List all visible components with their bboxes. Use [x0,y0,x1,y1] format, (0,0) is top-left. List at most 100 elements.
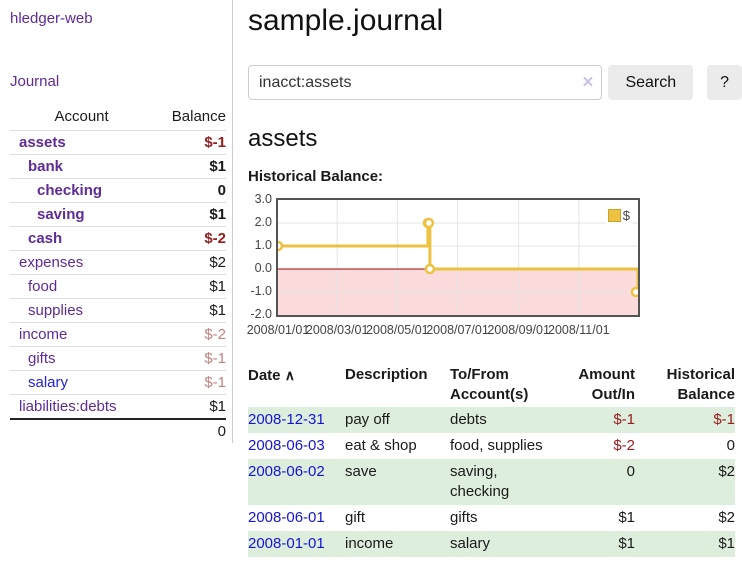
y-axis-tick-label: -2.0 [250,307,272,321]
transaction-balance: $1 [635,531,735,557]
transaction-date-link[interactable]: 2008-01-01 [248,535,325,552]
account-balance: $-2 [153,226,226,251]
historical-balance-chart: 3.0 2.0 1.0 0.0 -1.0 -2.0 $ 2008/01/01 2008/03… [247,192,742,342]
account-balance: $1 [153,202,226,227]
account-row: food $1 [10,274,226,299]
y-axis-tick-label: 2.0 [254,215,272,229]
account-link[interactable]: liabilities:debts [19,398,117,415]
transaction-description: eat & shop [345,437,417,454]
transaction-accounts: salary [450,531,550,557]
accounts-total-value: 0 [153,418,226,443]
account-row: supplies $1 [10,298,226,323]
account-balance: $-2 [153,322,226,347]
account-link[interactable]: supplies [28,302,84,319]
accounts-table-body: assets $-1 bank $1 checking 0 saving $1 cash $-2 e… [10,130,226,420]
account-row: salary $-1 [10,370,226,395]
y-axis-tick-label: 3.0 [254,192,272,206]
account-balance: $2 [153,250,226,275]
account-balance: $1 [153,394,226,420]
account-balance: 0 [153,178,226,203]
page-title: sample.journal [248,4,444,37]
transaction-date-link[interactable]: 2008-12-31 [248,411,325,428]
legend-swatch-icon [607,209,621,222]
search-box: × [248,65,603,100]
account-link[interactable]: checking [37,182,103,199]
x-axis-tick-label: 2008/03/01 [305,323,369,337]
account-link[interactable]: assets [19,134,66,151]
account-link[interactable]: bank [28,158,64,175]
account-row: assets $-1 [10,130,226,155]
register-row[interactable]: 2008-06-02 save saving, checking 0 $2 [248,459,735,505]
register-row[interactable]: 2008-01-01 income salary $1 $1 [248,531,735,557]
search-input[interactable] [248,65,603,100]
sidebar-item-journal[interactable]: Journal [10,73,60,90]
transaction-balance: $2 [635,459,735,505]
account-row: income $-2 [10,322,226,347]
search-button[interactable]: Search [608,65,694,100]
sidebar: hledger-web Journal Account Balance asse… [0,0,233,443]
account-row: checking 0 [10,178,226,203]
accounts-table: Account Balance assets $-1 bank $1 checking 0… [10,106,226,443]
account-row: gifts $-1 [10,346,226,371]
register-header-description: Description [345,366,428,383]
transaction-balance: $2 [718,509,735,526]
accounts-header-balance: Balance [153,106,226,131]
register-row[interactable]: 2008-06-01 gift gifts $1 $2 [248,505,735,531]
account-balance: $-1 [153,370,226,395]
account-row: bank $1 [10,154,226,179]
transaction-accounts: debts [450,407,550,433]
transaction-amount: $1 [550,531,635,557]
transaction-date-link[interactable]: 2008-06-02 [248,463,325,480]
transaction-date-link[interactable]: 2008-06-03 [248,437,325,454]
register-row[interactable]: 2008-12-31 pay off debts $-1 $-1 [248,407,735,433]
account-title: assets [248,125,318,152]
account-balance: $-1 [153,130,226,155]
account-link[interactable]: income [19,326,68,343]
main-content: sample.journal × Search ? assets Histori… [233,0,742,557]
transaction-amount: $1 [618,509,635,526]
account-balance: $1 [153,154,226,179]
transaction-balance: 0 [726,437,735,454]
x-axis-tick-label: 2008/07/01 [426,323,489,337]
transaction-balance: $-1 [635,407,735,433]
register-header-accounts: To/From Account(s) [450,366,529,403]
transaction-description: pay off [345,407,450,433]
chart-canvas [278,200,638,315]
account-link[interactable]: gifts [28,350,56,367]
x-axis-tick-label: 2008/05/01 [366,323,429,337]
account-link[interactable]: salary [28,374,69,391]
account-link[interactable]: cash [28,230,63,247]
account-link[interactable]: saving [37,206,85,223]
transaction-amount: 0 [550,459,635,505]
y-axis-tick-label: 1.0 [254,238,272,252]
chart-label: Historical Balance: [248,168,384,185]
chart-legend: $ [605,207,632,224]
account-balance: $1 [153,274,226,299]
accounts-total-row: 0 [10,418,226,443]
account-row: liabilities:debts $1 [10,394,226,420]
account-link[interactable]: expenses [19,254,84,271]
register-header-amount: Amount Out/In [578,366,635,403]
register-row[interactable]: 2008-06-03 eat & shop food, supplies $-2 0 [248,433,735,459]
transaction-description: save [345,459,450,505]
clear-search-icon[interactable]: × [582,71,594,93]
account-link[interactable]: food [28,278,58,295]
x-axis-tick-label: 2008/11/01 [547,323,610,337]
help-button[interactable]: ? [707,65,742,100]
y-axis-tick-label: -1.0 [250,284,272,298]
y-axis-tick-label: 0.0 [254,261,272,275]
transaction-accounts: saving, checking [450,459,550,505]
transaction-accounts: food, supplies [450,437,543,454]
transaction-amount: $-1 [550,407,635,433]
register-header-date[interactable]: Date ∧ [248,367,295,384]
account-row: saving $1 [10,202,226,227]
brand-link[interactable]: hledger-web [10,10,93,27]
transaction-date-link[interactable]: 2008-06-01 [248,509,325,526]
hledger-web-page: hledger-web Journal Account Balance asse… [0,0,742,557]
sort-ascending-icon: ∧ [284,367,295,383]
transaction-description: income [345,531,450,557]
chart-plot-area[interactable]: $ [276,198,640,317]
transaction-description: gift [345,509,366,526]
x-axis-tick-label: 2008/09/01 [487,323,550,337]
transaction-amount: $-2 [613,437,635,454]
